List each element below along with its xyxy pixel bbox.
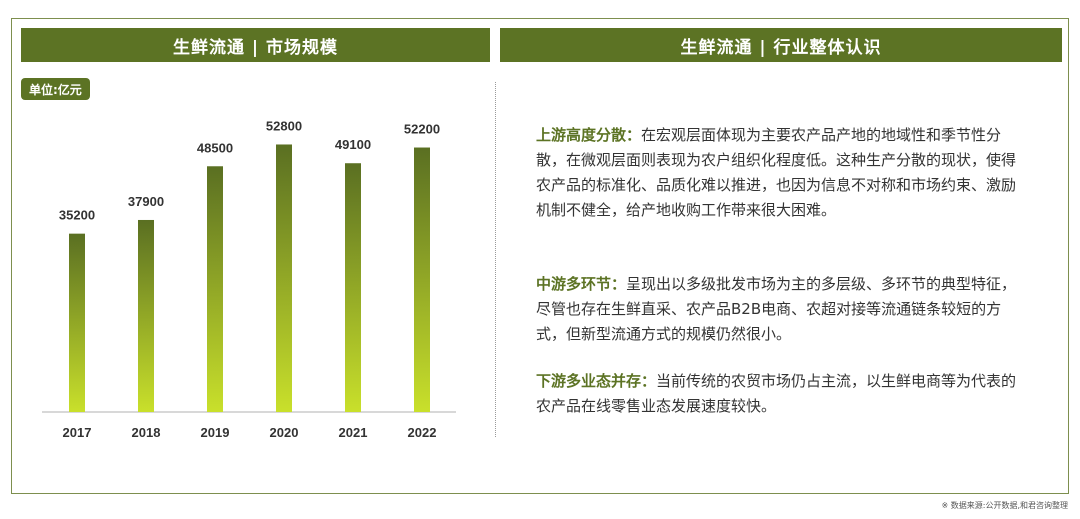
x-tick-label-2019: 2019: [201, 425, 230, 440]
bar-2017: [69, 233, 85, 412]
industry-overview-header: 生鲜流通 | 行业整体认识: [500, 28, 1062, 62]
data-label-2021: 49100: [335, 137, 371, 152]
bar-2021: [345, 163, 361, 412]
bar-2020: [276, 144, 292, 413]
bar-2022: [414, 147, 430, 412]
market-size-bar-chart: 35200 2017 37900 2018 48500 2019 52800 2020 4910…: [42, 118, 456, 440]
midstream-paragraph: 中游多环节：呈现出以多级批发市场为主的多层级、多环节的典型特征，尽管也存在生鲜直…: [536, 272, 1028, 347]
upstream-text: 在宏观层面体现为主要农产品产地的地域性和季节性分散，在微观层面则表现为农户组织化…: [536, 126, 1017, 219]
midstream-keyword: 中游多环节：: [536, 275, 627, 293]
section-divider: [495, 82, 496, 437]
industry-overview-title: 生鲜流通 | 行业整体认识: [680, 37, 882, 58]
upstream-keyword: 上游高度分散：: [536, 126, 642, 144]
data-label-2018: 37900: [128, 194, 164, 209]
upstream-paragraph: 上游高度分散：在宏观层面体现为主要农产品产地的地域性和季节性分散，在微观层面则表…: [536, 123, 1028, 223]
bar-2019: [207, 166, 223, 412]
x-tick-label-2021: 2021: [339, 425, 368, 440]
data-label-2020: 52800: [266, 118, 302, 133]
data-label-2017: 35200: [59, 208, 95, 223]
downstream-keyword: 下游多业态并存：: [536, 372, 657, 390]
unit-badge: 单位:亿元: [21, 78, 90, 100]
downstream-text: 当前传统的农贸市场仍占主流，以生鲜电商等为代表的农产品在线零售业态发展速度较快。: [536, 372, 1017, 415]
x-tick-label-2022: 2022: [408, 425, 437, 440]
x-tick-label-2017: 2017: [63, 425, 92, 440]
downstream-paragraph: 下游多业态并存：当前传统的农贸市场仍占主流，以生鲜电商等为代表的农产品在线零售业…: [536, 369, 1028, 419]
market-size-header: 生鲜流通 | 市场规模: [21, 28, 490, 62]
unit-label: 单位:亿元: [29, 82, 82, 97]
market-size-title: 生鲜流通 | 市场规模: [172, 37, 339, 58]
data-label-2019: 48500: [197, 140, 233, 155]
bar-2018: [138, 219, 154, 412]
source-note: ※ 数据来源:公开数据,和君咨询整理: [941, 501, 1068, 510]
midstream-text: 呈现出以多级批发市场为主的多层级、多环节的典型特征，尽管也存在生鲜直采、农产品B…: [536, 275, 1017, 343]
x-tick-label-2018: 2018: [132, 425, 161, 440]
x-tick-label-2020: 2020: [270, 425, 299, 440]
content-frame: [11, 18, 1069, 494]
data-label-2022: 52200: [404, 122, 440, 137]
